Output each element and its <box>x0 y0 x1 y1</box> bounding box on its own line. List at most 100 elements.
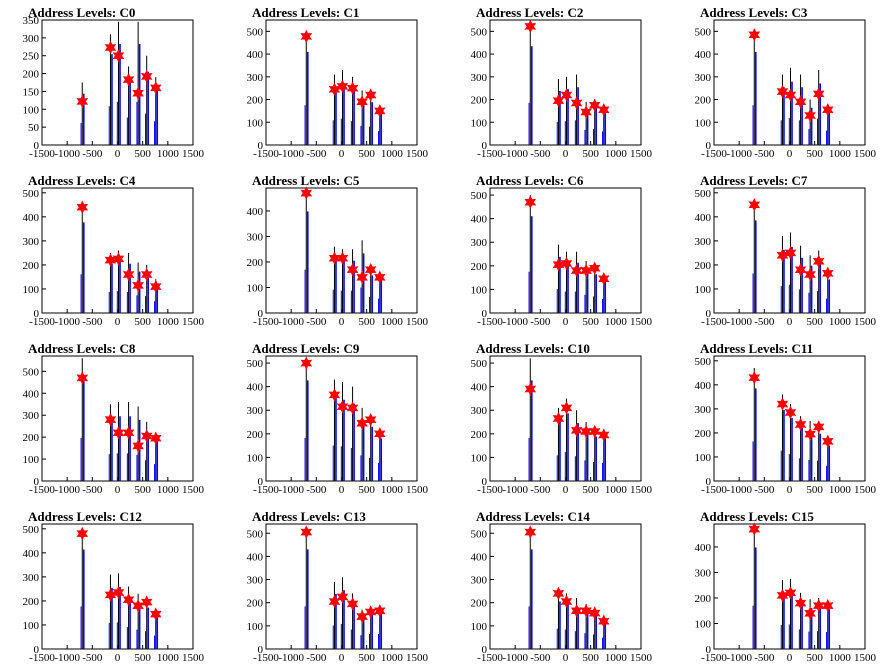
peak-marker <box>560 256 573 271</box>
y-tick-label: 0 <box>706 140 712 152</box>
y-tick-label: 100 <box>695 452 712 464</box>
x-tick-label: 1500 <box>406 484 429 496</box>
x-tick-label: -1500 <box>253 484 279 496</box>
x-tick-label: -1000 <box>726 652 752 664</box>
x-tick-label: 0 <box>563 484 569 496</box>
y-tick-label: 0 <box>258 476 264 488</box>
x-tick-label: -1500 <box>29 316 55 328</box>
y-tick-label: 0 <box>34 644 40 656</box>
peak-marker <box>346 262 359 277</box>
x-tick-label: 1500 <box>630 148 653 160</box>
x-tick-label: -1500 <box>477 484 503 496</box>
x-tick-label: 1500 <box>630 316 653 328</box>
peak-marker <box>570 604 583 618</box>
peak-marker <box>132 278 144 293</box>
y-tick-label: 400 <box>695 49 712 61</box>
y-tick-label: 500 <box>695 188 712 200</box>
y-tick-label: 400 <box>471 214 488 226</box>
peak-marker <box>300 356 313 370</box>
y-tick-label: 0 <box>706 476 712 488</box>
x-tick-label: -1000 <box>502 484 528 496</box>
x-tick-label: -1500 <box>253 316 279 328</box>
y-tick-label: 100 <box>471 452 488 464</box>
x-tick-label: 1500 <box>182 652 205 664</box>
x-tick-label: 1500 <box>182 484 205 496</box>
peak-marker <box>328 594 341 609</box>
peak-marker <box>560 88 573 102</box>
y-tick-label: 300 <box>247 72 264 84</box>
y-tick-label: 0 <box>706 308 712 320</box>
panel-title: Address Levels: C10 <box>476 341 590 356</box>
peak-marker <box>524 195 537 209</box>
peak-marker <box>346 597 359 611</box>
y-tick-label: 500 <box>23 188 40 200</box>
x-tick-label: 500 <box>134 652 151 664</box>
y-tick-label: 200 <box>471 429 488 441</box>
peak-marker <box>822 266 834 280</box>
peak-marker <box>122 72 135 87</box>
y-tick-label: 50 <box>28 122 40 134</box>
peak-marker <box>524 382 537 396</box>
x-tick-label: -500 <box>754 316 775 328</box>
y-tick-label: 200 <box>23 432 40 444</box>
peak-marker <box>76 200 89 214</box>
peak-marker <box>812 254 825 268</box>
peak-marker <box>122 426 135 440</box>
peak-marker <box>580 105 592 119</box>
x-tick-label: 1000 <box>381 316 404 328</box>
x-tick-label: 1500 <box>630 484 653 496</box>
x-tick-label: 1500 <box>854 148 877 160</box>
x-tick-label: 500 <box>358 652 375 664</box>
y-tick-label: 200 <box>695 428 712 440</box>
peak-marker <box>122 267 135 282</box>
x-tick-label: -1000 <box>278 652 304 664</box>
peak-marker <box>570 96 583 110</box>
y-tick-label: 100 <box>471 284 488 296</box>
panel-c6: Address Levels: C60100200300400500-1500-… <box>471 173 653 328</box>
x-tick-label: 1500 <box>630 652 653 664</box>
y-tick-label: 0 <box>34 140 40 152</box>
peak-marker <box>570 423 583 437</box>
y-tick-label: 100 <box>471 117 488 129</box>
peak-marker <box>150 81 162 95</box>
peak-marker <box>588 424 601 439</box>
x-tick-label: 0 <box>563 316 569 328</box>
panel-c4: Address Levels: C40100200300400500-1500-… <box>23 173 205 328</box>
x-tick-label: 0 <box>115 148 121 160</box>
x-tick-label: 0 <box>563 148 569 160</box>
x-tick-label: 500 <box>134 484 151 496</box>
y-tick-label: 100 <box>247 117 264 129</box>
peak-marker <box>598 614 610 628</box>
x-tick-label: -500 <box>754 484 775 496</box>
y-tick-label: 0 <box>706 644 712 656</box>
peak-marker <box>112 252 125 266</box>
x-tick-label: 0 <box>339 484 345 496</box>
peak-marker <box>140 595 153 609</box>
y-tick-label: 100 <box>23 284 40 296</box>
y-tick-label: 0 <box>258 308 264 320</box>
y-tick-label: 400 <box>247 206 264 218</box>
peak-marker <box>794 263 807 277</box>
y-tick-label: 400 <box>695 380 712 392</box>
x-tick-label: -500 <box>82 484 103 496</box>
peak-marker <box>328 251 341 265</box>
y-tick-label: 0 <box>258 644 264 656</box>
peak-marker <box>560 401 573 415</box>
panel-c11: Address Levels: C11 0 100 200 300 400 500 -1500… <box>695 341 877 496</box>
peak-marker <box>356 416 368 430</box>
x-tick-label: -1500 <box>701 652 727 664</box>
y-tick-label: 0 <box>482 140 488 152</box>
panel-c9: Address Levels: C90100200300400500-1500-… <box>247 341 429 496</box>
peak-marker <box>300 186 313 200</box>
peak-marker <box>524 525 537 539</box>
peak-marker <box>140 69 153 84</box>
y-tick-label: 300 <box>695 404 712 416</box>
x-tick-label: 500 <box>806 652 823 664</box>
y-tick-label: 300 <box>247 575 264 587</box>
y-tick-label: 400 <box>247 551 264 563</box>
y-tick-label: 200 <box>695 593 712 605</box>
peak-marker <box>748 522 761 536</box>
y-tick-label: 500 <box>23 366 40 378</box>
x-tick-label: -500 <box>306 484 327 496</box>
x-tick-label: 0 <box>787 484 793 496</box>
